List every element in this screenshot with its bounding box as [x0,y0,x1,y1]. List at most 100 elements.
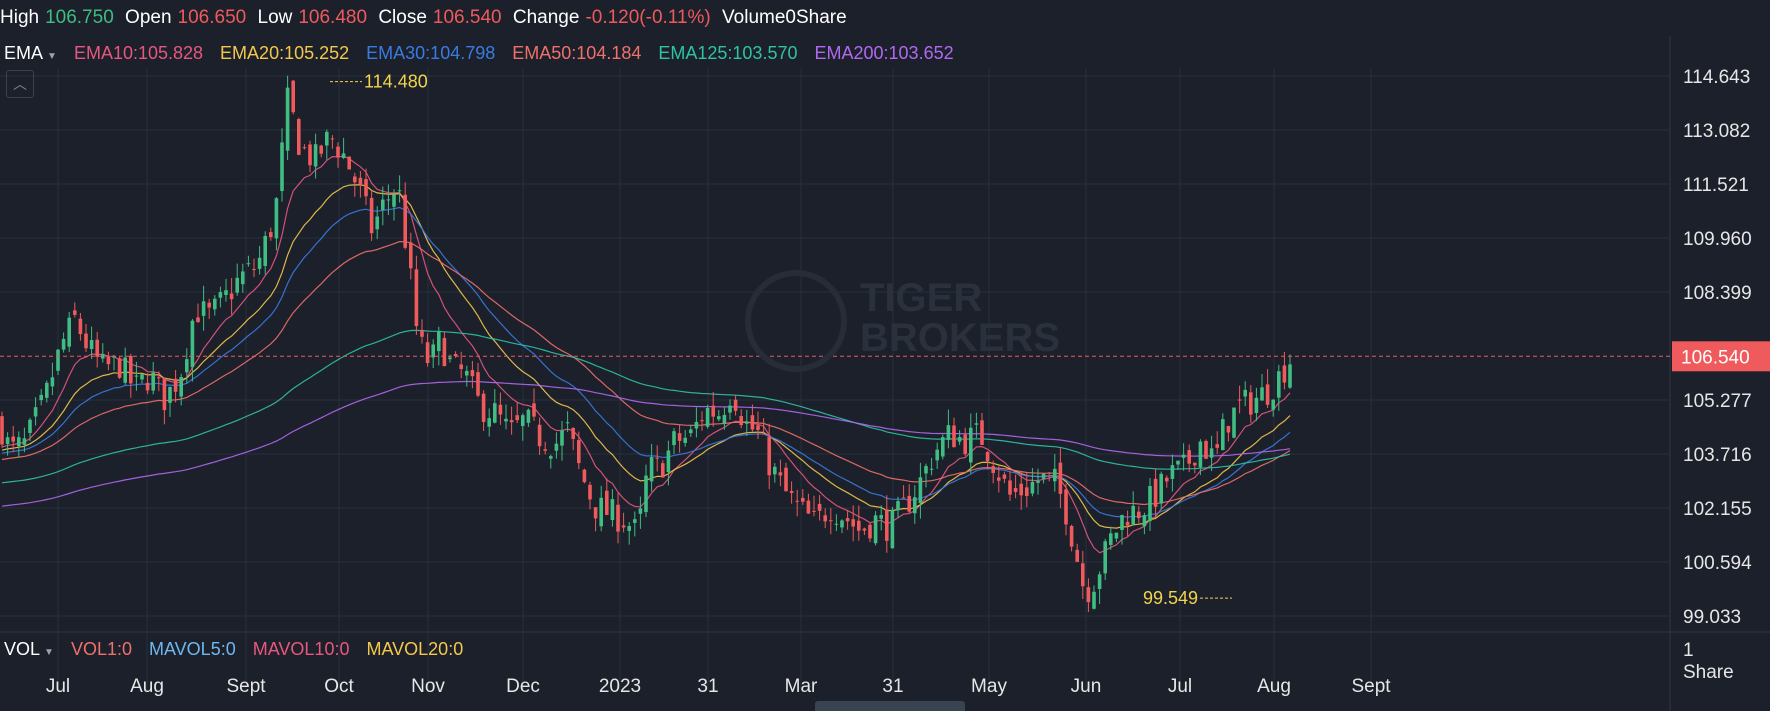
candle-body [1053,468,1057,482]
candle-body [985,452,990,462]
ema20-legend: EMA20:105.252 [220,43,350,63]
ema-indicator-selector[interactable]: EMA [4,43,44,63]
candle-body [672,431,676,446]
timeline-scroll-handle[interactable] [815,701,965,711]
candle-body [257,257,262,269]
candle-body [1013,488,1018,492]
candle-body [873,515,878,544]
candle-body [1215,444,1219,448]
candle-body [745,421,749,424]
candle-body [95,339,99,357]
candle-body [1075,549,1079,562]
candle-body [868,524,872,539]
candle-body [515,415,519,421]
vol-indicator-selector[interactable]: VOL [4,639,41,659]
chevron-down-icon[interactable]: ▼ [47,51,57,62]
collapse-panel-button[interactable]: ︿ [6,70,34,98]
candle-body [599,497,603,527]
candle-body [829,520,833,522]
candle-body [565,422,570,424]
candle-body [207,302,211,308]
mavol5-legend: MAVOL5:0 [149,639,236,659]
ema-line [1,240,1291,506]
candle-body [33,407,38,417]
candle-body [991,466,995,474]
candle-body [291,80,295,113]
candle-body [957,436,962,442]
candle-body [778,472,783,476]
candle-body [353,176,357,183]
x-tick-label: Jul [46,676,70,697]
candle-body [123,357,127,383]
candle-body [677,433,682,441]
y-tick-label: 114.643 [1683,67,1750,88]
candle-body [913,497,917,514]
candle-body [224,290,228,295]
open-value: 106.650 [177,7,247,28]
x-tick-label: May [971,676,1007,697]
candle-body [151,372,155,391]
candle-body [554,443,559,451]
ema30-legend: EMA30:104.798 [366,43,496,63]
candle-body [173,378,178,392]
candle-body [201,301,206,316]
candle-body [1282,365,1287,383]
candlestick-chart[interactable]: 114.643 113.082 111.521 109.960 108.399 105.2… [0,36,1770,711]
ema-line [1,329,1291,484]
candle-body [666,450,671,473]
x-tick-label: 2023 [599,676,641,697]
close-label: Close [378,7,427,28]
candle-body [157,377,161,379]
candle-body [840,520,844,528]
candle-body [459,364,463,370]
x-tick-label: Nov [411,676,445,697]
candle-body [431,344,435,358]
candle-body [0,416,4,445]
candle-body [302,147,307,149]
ema50-legend: EMA50:104.184 [512,43,642,63]
candle-body [929,468,934,470]
candle-body [56,349,60,371]
chevron-down-icon[interactable]: ▼ [44,647,54,658]
ohlc-summary-bar: High 106.750 Open 106.650 Low 106.480 Close… [0,0,1770,36]
candle-body [918,477,923,504]
candle-body [280,142,284,192]
ema125-legend: EMA125:103.570 [658,43,798,63]
candle-body [655,457,659,459]
low-annotation-label: 99.549 [1143,588,1198,608]
candle-body [84,333,88,349]
candle-body [375,216,379,230]
candle-body [1193,462,1197,466]
candle-body [537,424,542,447]
high-label: High [0,7,40,28]
candle-body [1137,511,1141,519]
candle-body [17,437,21,447]
candle-body [526,409,531,423]
candle-body [728,405,732,413]
candle-body [145,382,150,391]
vol-axis-unit: Share [1683,662,1734,683]
candle-body [823,515,827,522]
candle-body [806,500,811,514]
candle-body [812,510,816,512]
ema-legend: EMA ▼ EMA10:105.828 EMA20:105.252 EMA30:1… [0,38,966,68]
candle-body [1288,364,1292,388]
candle-body [896,501,900,511]
candle-body [1019,483,1023,496]
candle-body [190,320,195,368]
candle-body [733,399,738,411]
vol-axis-value: 1 [1683,640,1694,661]
candle-body [644,475,648,513]
candle-body [308,144,312,166]
candle-body [1002,474,1007,479]
y-tick-label: 99.033 [1683,607,1741,628]
ema-line [1,380,1291,507]
x-tick-label: 31 [697,676,718,697]
x-tick-label: Jul [1168,676,1192,697]
change-label: Change [512,7,580,28]
candle-body [168,386,172,403]
candle-body [28,419,32,433]
candle-body [45,382,49,398]
candle-body [593,507,598,519]
candle-body [571,428,575,439]
